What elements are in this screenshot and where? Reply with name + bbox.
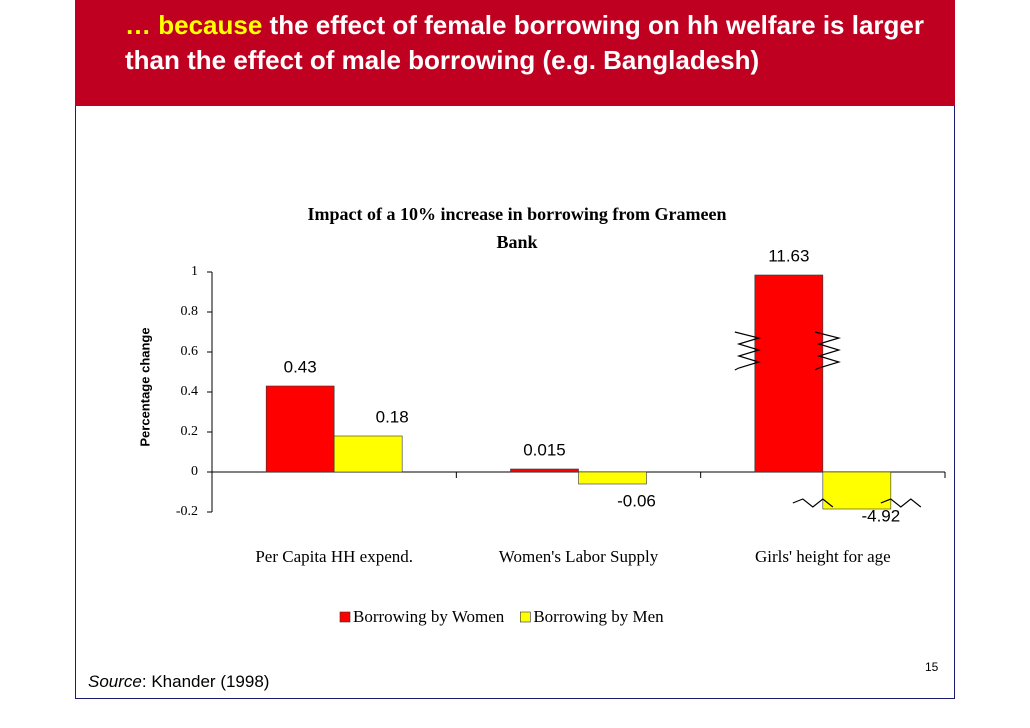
chart-title: Impact of a 10% increase in borrowing fr…	[307, 204, 727, 252]
y-tick-label: 1	[191, 264, 198, 279]
value-label: 11.63	[768, 246, 809, 265]
value-label: 0.43	[284, 357, 317, 376]
y-tick-label: -0.2	[176, 504, 198, 519]
title-highlight: … because	[125, 10, 263, 40]
value-label: -4.92	[861, 506, 900, 525]
y-axis-label: Percentage change	[137, 327, 152, 446]
legend-label: Borrowing by Women	[353, 607, 505, 626]
bar	[333, 435, 403, 473]
header: … because the effect of female borrowing…	[75, 0, 955, 106]
bar	[510, 468, 579, 473]
axis-break	[814, 331, 842, 371]
bar	[265, 385, 335, 473]
y-tick-label: 0.2	[181, 424, 199, 439]
value-label: 0.18	[376, 407, 409, 426]
bar	[822, 471, 892, 510]
source-label: Source	[88, 672, 142, 691]
source: Source: Khander (1998)	[88, 672, 269, 692]
title: the effect of female borrowing on hh wel…	[125, 10, 924, 75]
y-tick-label: 0.4	[181, 384, 199, 399]
legend-label: Borrowing by Men	[533, 607, 664, 626]
axis-break	[792, 498, 922, 508]
source-text: : Khander (1998)	[141, 672, 270, 691]
axis-break	[734, 331, 762, 371]
y-tick-label: 0.6	[181, 344, 199, 359]
value-label: -0.06	[617, 491, 656, 510]
x-tick-label: Girls' height for age	[755, 547, 891, 566]
page-number: 15	[925, 660, 939, 674]
x-tick-label: Women's Labor Supply	[499, 547, 659, 566]
y-tick-label: 0	[191, 464, 198, 479]
bar	[578, 471, 647, 485]
y-tick-label: 0.8	[181, 304, 199, 319]
frame	[75, 106, 955, 699]
value-label: 0.015	[523, 440, 566, 459]
legend-swatch	[520, 611, 531, 623]
bar	[754, 274, 824, 473]
legend-swatch	[339, 611, 351, 623]
x-tick-label: Per Capita HH expend.	[255, 547, 413, 566]
